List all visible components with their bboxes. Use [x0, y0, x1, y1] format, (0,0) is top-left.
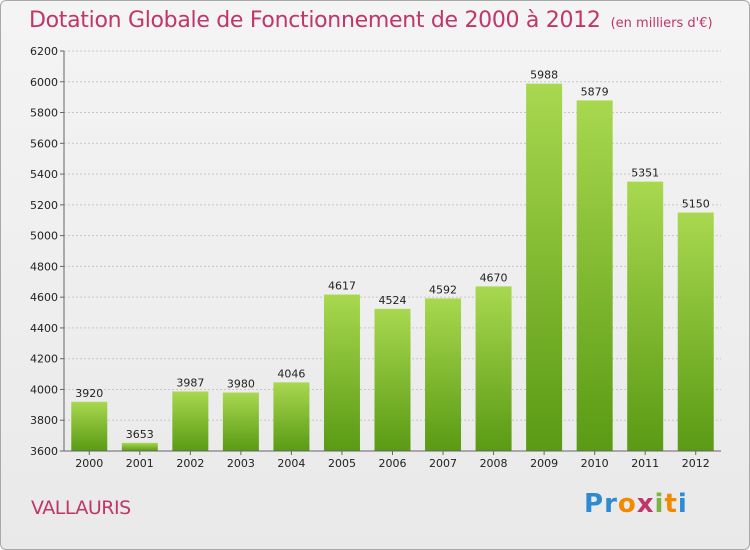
bar	[425, 298, 462, 451]
y-tick-label: 4400	[30, 322, 58, 335]
y-tick-label: 5400	[30, 168, 58, 181]
x-tick-label: 2008	[480, 457, 508, 470]
y-tick-label: 5800	[30, 107, 58, 120]
y-tick-label: 4200	[30, 353, 58, 366]
y-tick-label: 3800	[30, 414, 58, 427]
x-tick-label: 2012	[682, 457, 710, 470]
bar	[576, 100, 613, 451]
y-tick-label: 4800	[30, 260, 58, 273]
data-label: 3653	[126, 428, 154, 441]
bar	[172, 391, 209, 451]
y-tick-label: 3600	[30, 445, 58, 458]
x-tick-label: 2007	[429, 457, 457, 470]
data-label: 4046	[277, 367, 305, 380]
y-tick-label: 6000	[30, 76, 58, 89]
bar	[677, 212, 714, 451]
x-tick-label: 2003	[227, 457, 255, 470]
bars: 3920 3653 3987 3980 4046 4617 4524 4592 4670 5988…	[71, 69, 714, 451]
x-tick-label: 2004	[277, 457, 305, 470]
city-name: VALLAURIS	[31, 497, 131, 519]
x-tick-label: 2009	[530, 457, 558, 470]
bar	[526, 83, 563, 451]
data-label: 5150	[682, 198, 710, 211]
y-tick-label: 4000	[30, 383, 58, 396]
logo-letter: r	[604, 489, 618, 519]
data-label: 3987	[176, 376, 204, 389]
bar	[121, 442, 158, 451]
bar	[627, 181, 664, 451]
x-tick-label: 2000	[75, 457, 103, 470]
data-label: 5351	[631, 167, 659, 180]
y-axis: 3600 3800 4000 4200 4400 4600 4800 5000 5200 5400…	[30, 45, 65, 458]
x-axis: 2000 2001 2002 2003 2004 2005 2006 2007 2008 2009…	[64, 450, 721, 470]
data-label: 3920	[75, 387, 103, 400]
logo-letter: x	[636, 489, 655, 519]
bar	[222, 392, 259, 451]
data-label: 4670	[480, 271, 508, 284]
x-tick-label: 2006	[379, 457, 407, 470]
data-label: 5988	[530, 69, 558, 82]
bar	[374, 308, 411, 451]
y-tick-label: 5000	[30, 230, 58, 243]
logo-letter: t	[664, 489, 678, 519]
data-label: 3980	[227, 378, 255, 391]
x-tick-label: 2001	[126, 457, 154, 470]
bar	[323, 294, 360, 451]
proxiti-logo: Proxiti	[584, 489, 688, 519]
logo-letter: P	[584, 489, 605, 519]
y-tick-label: 5600	[30, 137, 58, 150]
x-tick-label: 2010	[581, 457, 609, 470]
chart-title: Dotation Globale de Fonctionnement de 20…	[29, 8, 601, 33]
bar	[71, 401, 108, 451]
chart-title-block: Dotation Globale de Fonctionnement de 20…	[29, 8, 713, 33]
data-label: 4592	[429, 283, 457, 296]
data-label: 4617	[328, 280, 356, 293]
bar	[273, 382, 310, 451]
unit-note: (en milliers d'€)	[610, 16, 713, 31]
x-tick-label: 2011	[631, 457, 659, 470]
data-label: 5879	[581, 85, 609, 98]
x-tick-label: 2005	[328, 457, 356, 470]
logo-letter: i	[677, 489, 688, 519]
x-tick-label: 2002	[176, 457, 204, 470]
y-tick-label: 6200	[30, 45, 58, 58]
y-tick-label: 5200	[30, 199, 58, 212]
y-tick-label: 4600	[30, 291, 58, 304]
bar	[475, 286, 512, 451]
logo-letter: i	[654, 489, 665, 519]
data-label: 4524	[379, 294, 407, 307]
logo-letter: o	[617, 489, 637, 519]
